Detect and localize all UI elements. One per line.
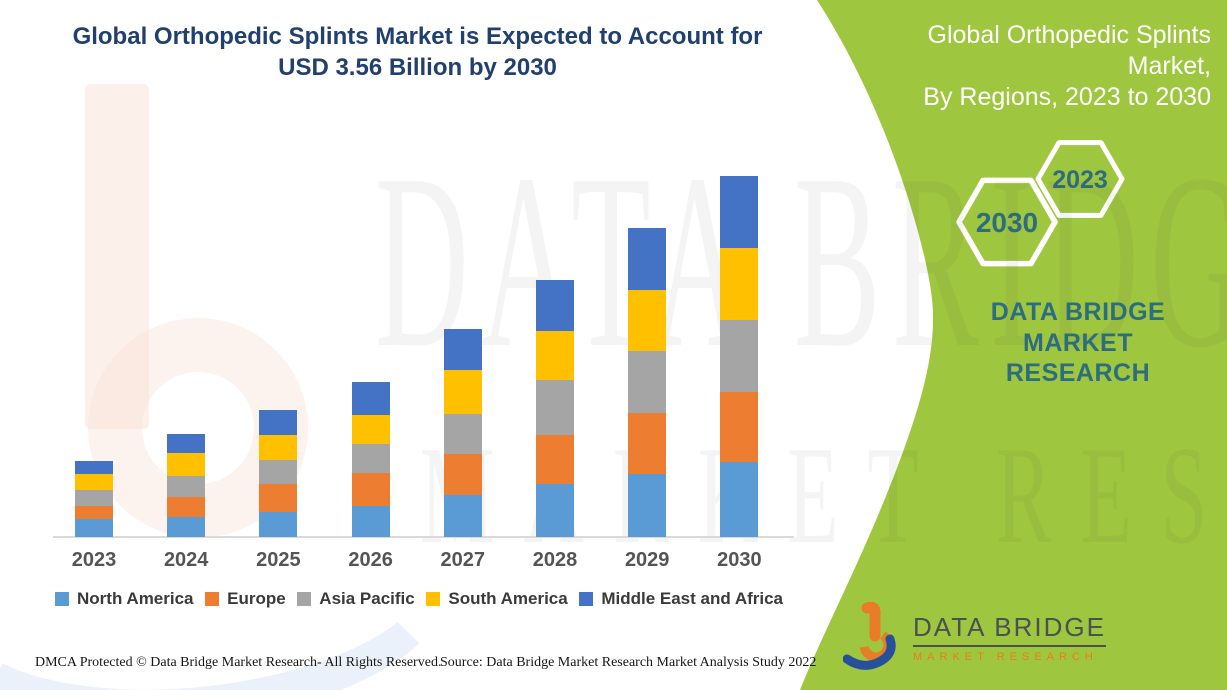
chart-title: Global Orthopedic Splints Market is Expe… [55,21,780,83]
bar-2026-segment-asia-pacific [351,444,390,473]
legend-marker-middle-east-and-africa [579,592,594,606]
side-panel-heading: Global Orthopedic Splints Market, By Reg… [850,20,1211,113]
legend-label-north-america: North America [77,589,194,608]
bar-2030-segment-south-america [720,248,759,320]
legend-label-europe: Europe [227,589,286,608]
bar-2024-segment-south-america [167,453,206,476]
bar-2026-segment-europe [351,473,390,506]
x-axis-label-2028: 2028 [532,549,578,571]
chart-legend: North America Europe Asia Pacific South Ame… [55,589,783,609]
bar-2023-segment-south-america [75,474,113,490]
bar-2028-segment-north-america [536,484,574,537]
bar-2024-segment-europe [167,497,206,517]
bar-2029-segment-asia-pacific [628,351,667,413]
bar-2030-segment-europe [720,392,759,462]
bar-2025-segment-europe [259,484,298,512]
legend-item-south-america: South America [426,589,568,609]
bar-2029-segment-middle-east-and-africa [628,228,667,290]
bar-2023-segment-europe [75,506,113,519]
bar-2030-segment-north-america [720,462,759,537]
bar-2026-segment-south-america [351,415,390,444]
side-panel-brand-text: DATA BRIDGE MARKET RESEARCH [938,297,1218,389]
bar-2023-segment-north-america [75,519,113,537]
footer-source-text: Source: Data Bridge Market Research Mark… [440,655,817,670]
company-logo: DATA BRIDGE MARKET RESEARCH [843,602,1106,670]
hexagon-2030-badge [956,177,1058,267]
bar-2029-segment-north-america [628,474,667,537]
bar-2024-segment-asia-pacific [167,476,206,497]
bar-2025-segment-north-america [259,512,298,537]
bar-2028-segment-middle-east-and-africa [536,280,574,331]
x-axis-label-2023: 2023 [71,549,117,571]
x-axis-label-2026: 2026 [348,549,393,571]
company-logo-icon [843,602,896,670]
x-axis-label-2029: 2029 [624,549,670,571]
x-axis-label-2030: 2030 [717,549,762,571]
company-logo-name: DATA BRIDGE [913,612,1106,647]
chart-title-line1: Global Orthopedic Splints Market is Expe… [72,23,763,50]
legend-item-north-america: North America [55,589,194,609]
legend-marker-asia-pacific [297,592,312,606]
hexagon-2023-label: 2023 [1052,166,1108,194]
legend-marker-south-america [426,592,441,606]
legend-marker-north-america [55,592,69,606]
bar-2030-segment-asia-pacific [720,320,759,392]
bar-2028-segment-europe [536,435,574,484]
bar-2024-segment-middle-east-and-africa [167,434,206,453]
chart-title-line2: USD 3.56 Billion by 2030 [278,54,557,82]
bar-2028-segment-south-america [536,331,574,380]
bar-2024-segment-north-america [167,517,206,537]
hexagon-2023-badge [1035,140,1125,218]
bar-2029-segment-south-america [628,290,667,351]
x-axis-label-2025: 2025 [256,549,301,571]
bar-2028-segment-asia-pacific [536,380,574,435]
bar-2025-segment-asia-pacific [259,460,298,484]
bar-2026-segment-north-america [351,506,390,537]
legend-marker-europe [205,592,220,606]
company-logo-subtitle: MARKET RESEARCH [913,651,1098,663]
bar-2025-segment-middle-east-and-africa [259,410,298,435]
bar-2025-segment-south-america [259,435,298,460]
x-axis-line [53,536,794,538]
x-axis-label-2027: 2027 [440,549,486,571]
bar-2023-segment-asia-pacific [75,490,113,506]
bar-2029-segment-europe [628,413,667,474]
legend-item-europe: Europe [205,589,286,609]
legend-item-asia-pacific: Asia Pacific [297,589,415,609]
side-panel-heading-line2: By Regions, 2023 to 2030 [923,83,1211,111]
bar-2027-segment-middle-east-and-africa [443,329,482,370]
bar-2026-segment-middle-east-and-africa [351,382,390,415]
footer-dmca-text: DMCA Protected © Data Bridge Market Rese… [35,655,442,670]
side-panel-brand-line2: RESEARCH [1005,359,1151,387]
company-logo-text: DATA BRIDGE MARKET RESEARCH [913,612,1106,663]
legend-label-asia-pacific: Asia Pacific [319,589,415,608]
legend-item-middle-east-and-africa: Middle East and Africa [579,589,783,609]
hexagon-2030-label: 2030 [976,207,1038,238]
x-axis-label-2024: 2024 [163,549,209,571]
legend-label-south-america: South America [448,589,568,608]
bar-2023-segment-middle-east-and-africa [75,461,113,474]
bar-2027-segment-south-america [443,370,482,414]
bar-2027-segment-asia-pacific [443,414,482,454]
bar-2027-segment-north-america [443,495,482,537]
bar-2027-segment-europe [443,454,482,495]
side-panel-brand-line1: DATA BRIDGE MARKET [990,298,1166,357]
side-panel-heading-line1: Global Orthopedic Splints Market, [927,21,1211,80]
bar-2030-segment-middle-east-and-africa [720,176,759,248]
legend-label-middle-east-and-africa: Middle East and Africa [601,589,783,608]
